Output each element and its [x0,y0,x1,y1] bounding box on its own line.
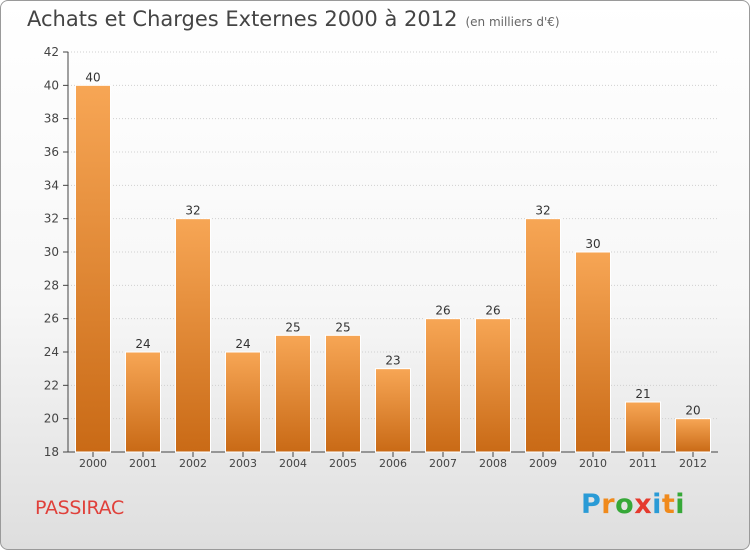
bar [625,401,661,453]
bar-value-label: 24 [235,337,250,351]
bar [175,218,211,453]
bar [425,318,461,453]
x-tick-label: 2001 [129,457,157,470]
y-tick-label: 18 [44,445,59,459]
chart-title: Achats et Charges Externes 2000 à 2012 (e… [27,7,560,31]
bar [675,418,711,453]
bar [225,351,261,453]
y-tick-label: 30 [44,245,59,259]
bar [575,251,611,453]
y-tick-label: 32 [44,212,59,226]
y-tick-label: 28 [44,278,59,292]
logo-letter: P [581,489,602,520]
x-tick-label: 2003 [229,457,257,470]
logo-letter: i [675,489,686,520]
x-tick-label: 2000 [79,457,107,470]
x-tick-label: 2005 [329,457,357,470]
y-tick-label: 34 [44,178,59,192]
chart-title-text: Achats et Charges Externes 2000 à 2012 [27,7,458,31]
town-name: PASSIRAC [35,497,124,519]
bar [75,84,111,453]
bar [525,218,561,453]
chart-unit: (en milliers d'€) [465,15,560,29]
bar-value-label: 20 [685,404,700,418]
y-tick-label: 26 [44,312,59,326]
logo-letter: i [652,489,662,520]
x-tick-label: 2008 [479,457,507,470]
x-tick-label: 2006 [379,457,407,470]
y-tick-label: 20 [44,412,59,426]
bar [475,318,511,453]
bar-value-label: 40 [85,70,100,84]
bar-value-label: 30 [585,237,600,251]
bar [125,351,161,453]
bar [325,334,361,453]
bar [375,368,411,453]
bar-value-label: 26 [485,304,500,318]
bar-value-label: 32 [185,204,200,218]
logo-letter: o [615,489,635,520]
bar-value-label: 32 [535,204,550,218]
bar-value-label: 25 [285,320,300,334]
bar-value-label: 21 [635,387,650,401]
y-tick-label: 42 [44,45,59,59]
y-tick-label: 40 [44,78,59,92]
x-tick-label: 2012 [679,457,707,470]
y-tick-label: 38 [44,112,59,126]
proxiti-logo: Proxiti [581,489,685,520]
x-tick-label: 2009 [529,457,557,470]
bar-value-label: 26 [435,304,450,318]
bar-value-label: 24 [135,337,150,351]
x-tick-label: 2004 [279,457,307,470]
x-tick-label: 2002 [179,457,207,470]
logo-letter: x [634,489,653,520]
bar-value-label: 23 [385,354,400,368]
y-tick-label: 36 [44,145,59,159]
x-tick-label: 2007 [429,457,457,470]
logo-letter: t [661,489,676,520]
x-tick-label: 2011 [629,457,657,470]
y-tick-label: 24 [44,345,59,359]
logo-letter: r [601,489,616,520]
bar-value-label: 25 [335,320,350,334]
y-tick-label: 22 [44,378,59,392]
x-tick-label: 2010 [579,457,607,470]
bar [275,334,311,453]
